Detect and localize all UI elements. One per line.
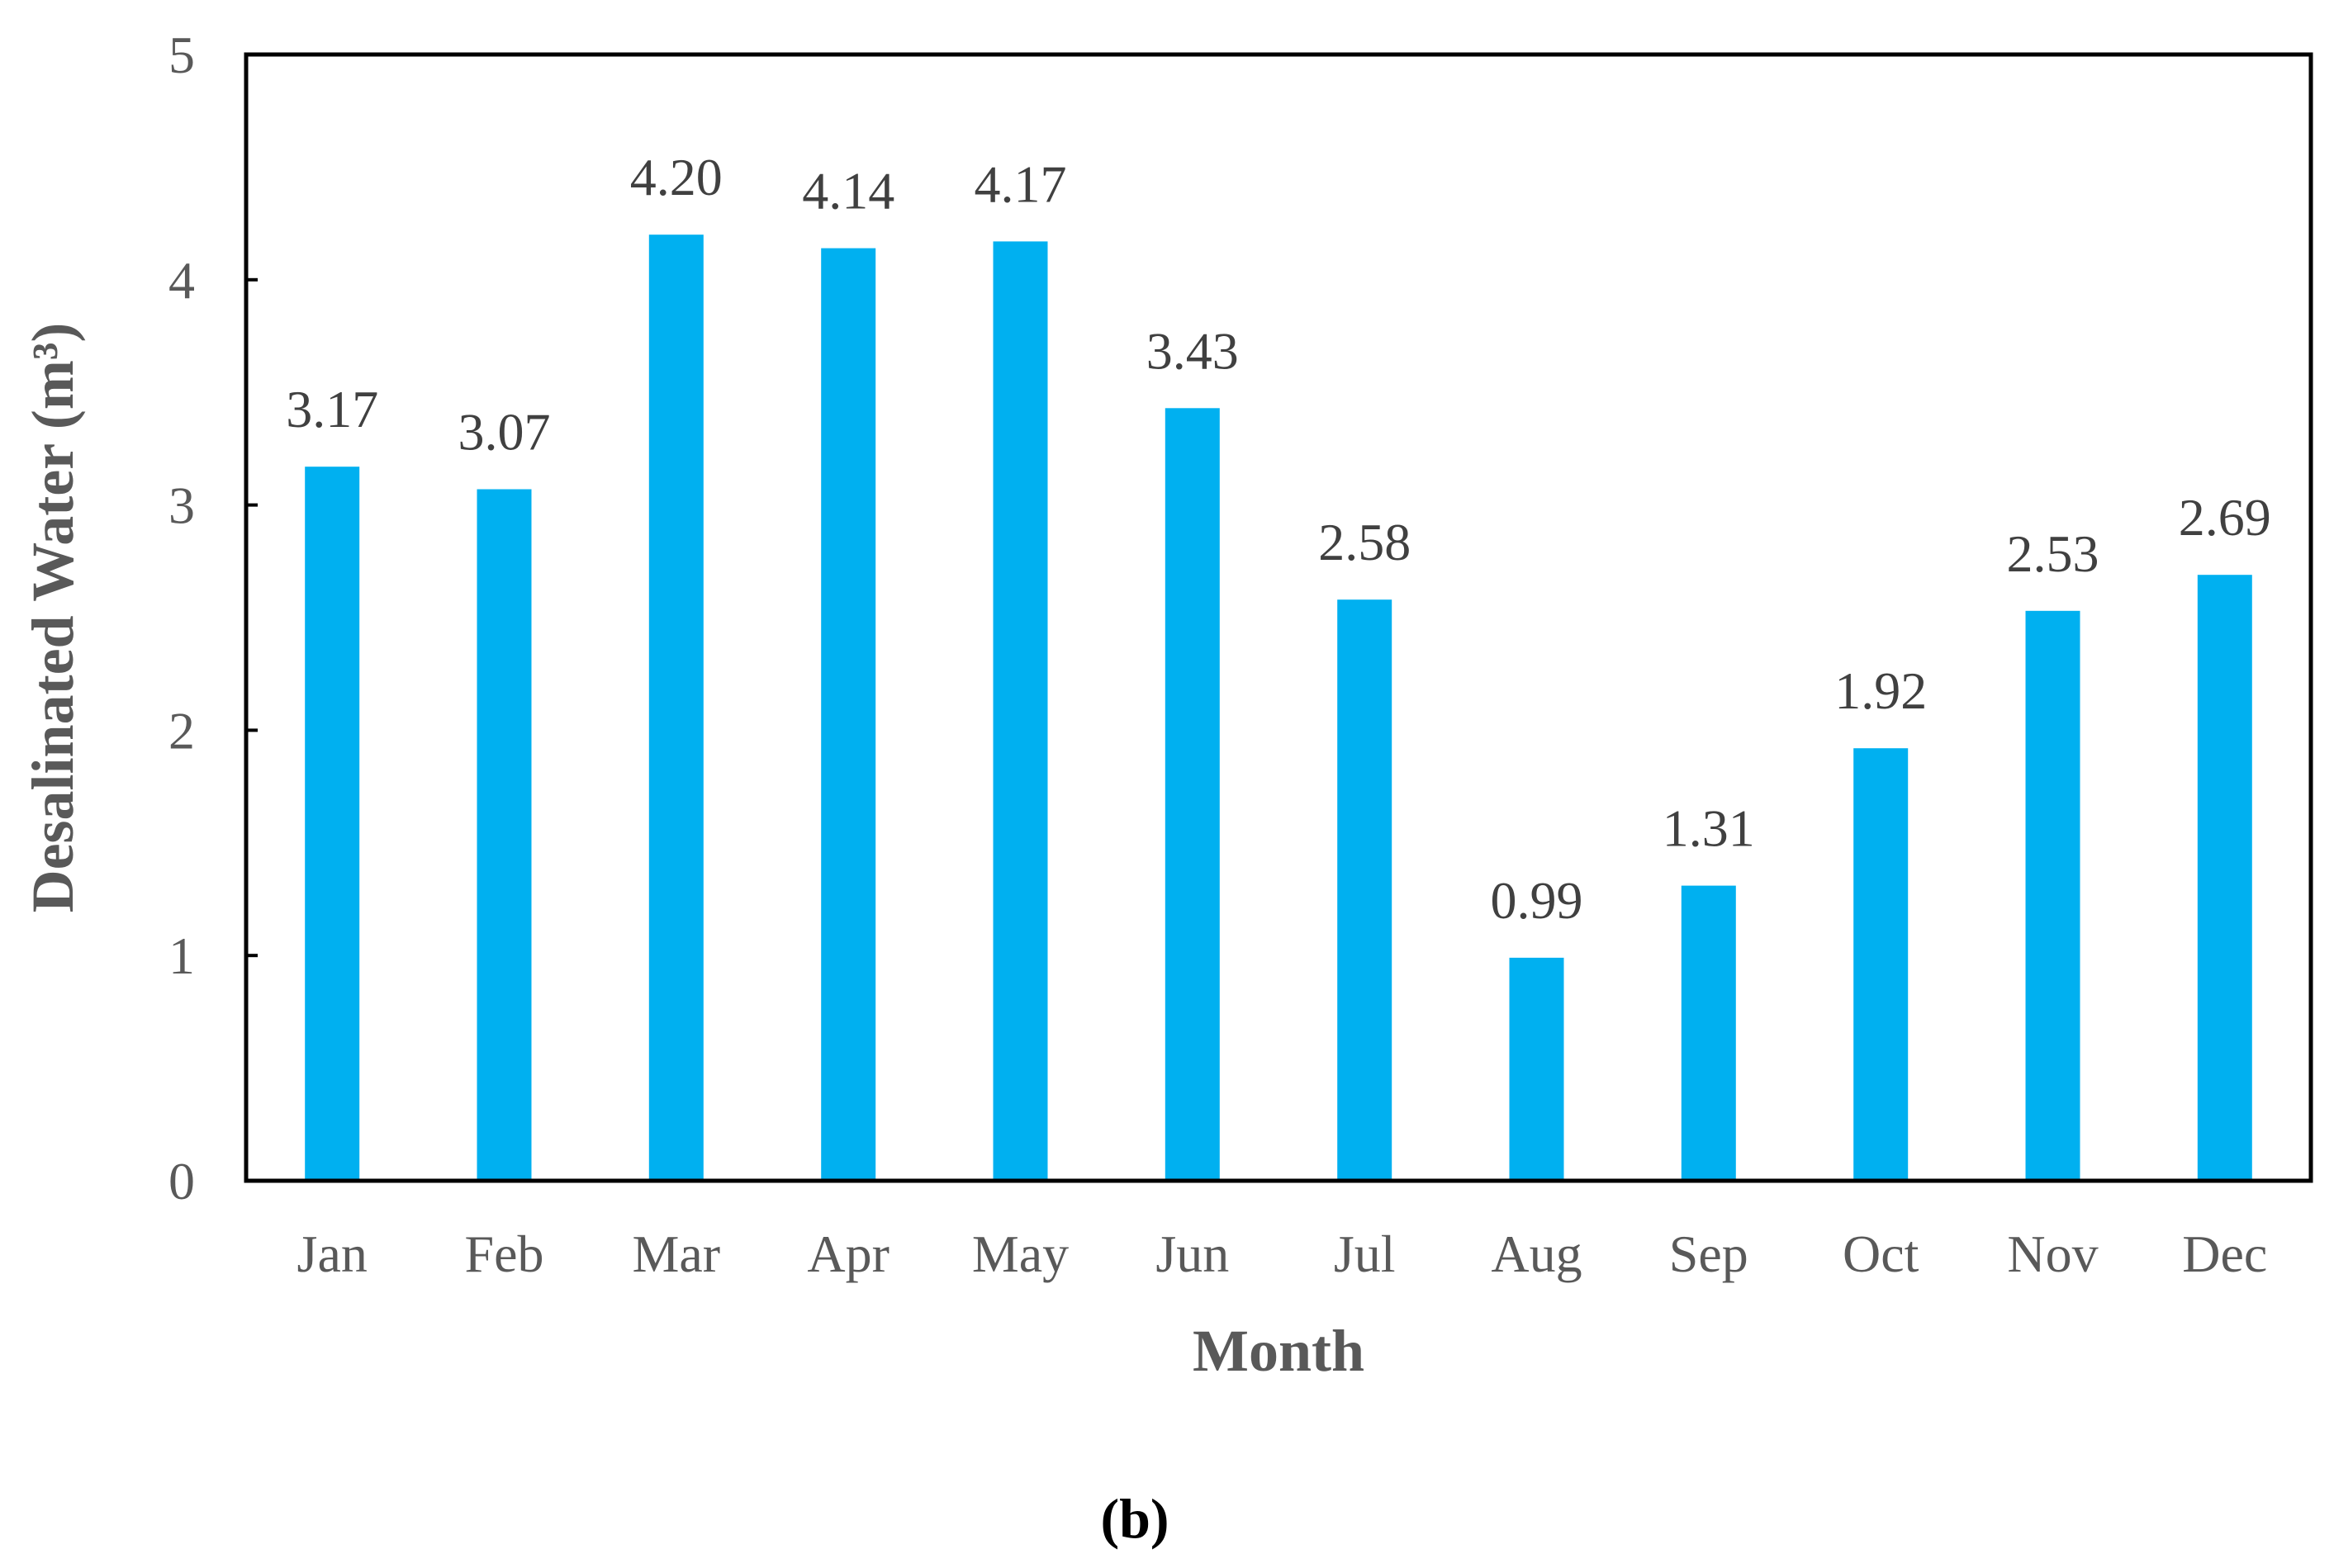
data-label-nov: 2.53: [2007, 524, 2099, 583]
y-tick-label-3: 3: [168, 476, 195, 535]
x-tick-label-dec: Dec: [2182, 1225, 2267, 1283]
data-label-dec: 2.69: [2179, 488, 2271, 547]
data-label-feb: 3.07: [458, 403, 551, 462]
y-tick-label-2: 2: [168, 701, 195, 760]
x-axis-title: Month: [1193, 1318, 1364, 1384]
bar-jul: [1337, 599, 1392, 1181]
y-axis-ticks: 0 1 2 3 4 5: [168, 26, 258, 1210]
bar-jan: [305, 467, 360, 1181]
bar-jun: [1165, 408, 1220, 1181]
data-label-aug: 0.99: [1491, 871, 1583, 930]
data-label-sep: 1.31: [1663, 799, 1755, 858]
y-tick-label-1: 1: [168, 926, 195, 985]
data-label-jul: 2.58: [1318, 513, 1411, 571]
bar-may: [993, 241, 1048, 1181]
data-label-may: 4.17: [975, 154, 1067, 213]
bar-apr: [821, 248, 876, 1182]
x-tick-label-mar: Mar: [632, 1225, 720, 1283]
x-axis-ticks: Jan Feb Mar Apr May Jun Jul Aug Sep Oct Nov Dec: [297, 1225, 2268, 1283]
x-tick-label-oct: Oct: [1843, 1225, 1919, 1283]
x-tick-label-jun: Jun: [1155, 1225, 1229, 1283]
x-tick-label-nov: Nov: [2007, 1225, 2098, 1283]
bar-aug: [1509, 957, 1564, 1181]
data-label-mar: 4.20: [630, 148, 723, 206]
bar-sep: [1681, 885, 1736, 1181]
y-tick-label-0: 0: [168, 1152, 195, 1210]
data-label-jan: 3.17: [286, 380, 378, 438]
x-tick-label-may: May: [972, 1225, 1069, 1283]
x-tick-label-jan: Jan: [297, 1225, 368, 1283]
bar-nov: [2025, 610, 2080, 1181]
data-labels-group: 3.17 3.07 4.20 4.14 4.17 3.43 2.58 0.99 1.31 1.92…: [286, 148, 2271, 930]
bar-oct: [1853, 748, 1909, 1181]
x-tick-label-jul: Jul: [1334, 1225, 1396, 1283]
bar-feb: [477, 489, 532, 1181]
x-tick-label-feb: Feb: [465, 1225, 544, 1283]
bar-mar: [648, 234, 704, 1182]
y-tick-label-4: 4: [168, 251, 195, 310]
y-axis-title: Desalinated Water (m³): [20, 323, 86, 913]
panel-label: (b): [1100, 1487, 1169, 1550]
x-tick-label-apr: Apr: [807, 1225, 889, 1283]
x-tick-label-sep: Sep: [1669, 1225, 1748, 1283]
y-tick-label-5: 5: [168, 26, 195, 84]
plot-area-frame: [244, 52, 2313, 1183]
bar-dec: [2197, 575, 2252, 1181]
bars-group: [305, 234, 2252, 1182]
data-label-oct: 1.92: [1834, 661, 1927, 720]
data-label-apr: 4.14: [802, 162, 894, 220]
x-tick-label-aug: Aug: [1491, 1225, 1582, 1283]
data-label-jun: 3.43: [1146, 321, 1239, 380]
